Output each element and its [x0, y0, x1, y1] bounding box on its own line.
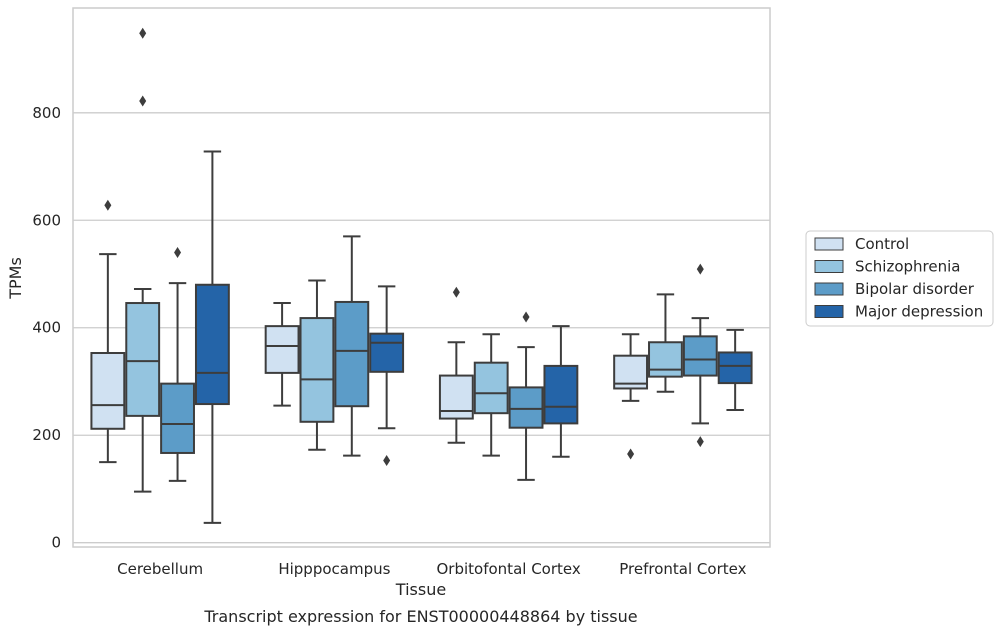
box-bipolar-disorder: [682, 263, 718, 448]
outlier-point: [452, 286, 460, 298]
box-iqr: [508, 386, 544, 429]
box-schizophrenia: [648, 293, 683, 393]
legend: Control Schizophrenia Bipolar disorder Majo…: [805, 230, 994, 327]
box-iqr: [264, 325, 300, 374]
box-iqr: [682, 335, 718, 377]
outlier-point: [383, 454, 391, 466]
outlier-point: [627, 448, 635, 460]
box-iqr: [543, 364, 579, 425]
box-control: [90, 199, 126, 464]
legend-label: Control: [855, 235, 909, 253]
box-bipolar-disorder: [508, 311, 544, 481]
outlier-point: [174, 247, 182, 259]
outlier-point: [139, 27, 147, 39]
outlier-point: [696, 263, 704, 275]
box-major-depression: [369, 285, 405, 466]
box-schizophrenia: [473, 333, 509, 457]
box-iqr: [194, 283, 230, 406]
x-tick-label: Hipppocampus: [278, 560, 390, 578]
x-axis-label: Tissue: [395, 580, 446, 599]
box-control: [613, 333, 649, 460]
box-schizophrenia: [299, 279, 335, 451]
x-tick-label: Prefrontal Cortex: [619, 560, 746, 578]
box-control: [438, 286, 474, 444]
outlier-point: [522, 311, 530, 323]
box-bipolar-disorder: [334, 235, 370, 457]
box-iqr: [369, 332, 405, 373]
y-axis-label: TPMs: [6, 257, 25, 300]
x-tick-labels: Cerebellum Hipppocampus Orbitofontal Corte…: [117, 560, 746, 578]
box-iqr: [299, 317, 335, 423]
box-bipolar-disorder: [160, 247, 195, 482]
y-tick-label: 800: [32, 104, 61, 122]
legend-swatch: [814, 282, 844, 296]
box-major-depression: [194, 150, 230, 524]
legend-label: Schizophrenia: [855, 258, 960, 276]
box-iqr: [160, 382, 195, 454]
box-control: [264, 302, 300, 407]
legend-swatch: [814, 260, 844, 273]
outlier-point: [104, 199, 112, 211]
boxes: [90, 27, 753, 524]
legend-swatch: [814, 237, 844, 251]
outlier-point: [696, 436, 704, 448]
plot-frame: [72, 7, 771, 548]
box-iqr: [438, 374, 474, 420]
box-iqr: [125, 302, 161, 417]
chart-caption: Transcript expression for ENST0000044886…: [203, 607, 637, 626]
x-tick-label: Cerebellum: [117, 560, 203, 578]
box-major-depression: [717, 328, 753, 411]
legend-frame: [805, 230, 994, 327]
y-tick-label: 200: [32, 426, 61, 444]
box-iqr: [334, 300, 370, 408]
box-schizophrenia: [125, 27, 161, 493]
x-tick-label: Orbitofontal Cortex: [437, 560, 581, 578]
y-tick-label: 0: [51, 534, 61, 552]
outlier-point: [139, 95, 147, 107]
box-major-depression: [543, 325, 579, 458]
legend-label: Bipolar disorder: [855, 280, 975, 298]
box-iqr: [473, 361, 509, 415]
y-tick-labels: 0 200 400 600 800: [32, 104, 61, 552]
legend-swatch: [814, 305, 844, 318]
box-iqr: [717, 351, 753, 385]
legend-label: Major depression: [855, 303, 983, 321]
box-iqr: [648, 341, 683, 378]
box-iqr: [90, 352, 126, 430]
y-tick-label: 600: [32, 211, 61, 229]
y-tick-label: 400: [32, 319, 61, 337]
